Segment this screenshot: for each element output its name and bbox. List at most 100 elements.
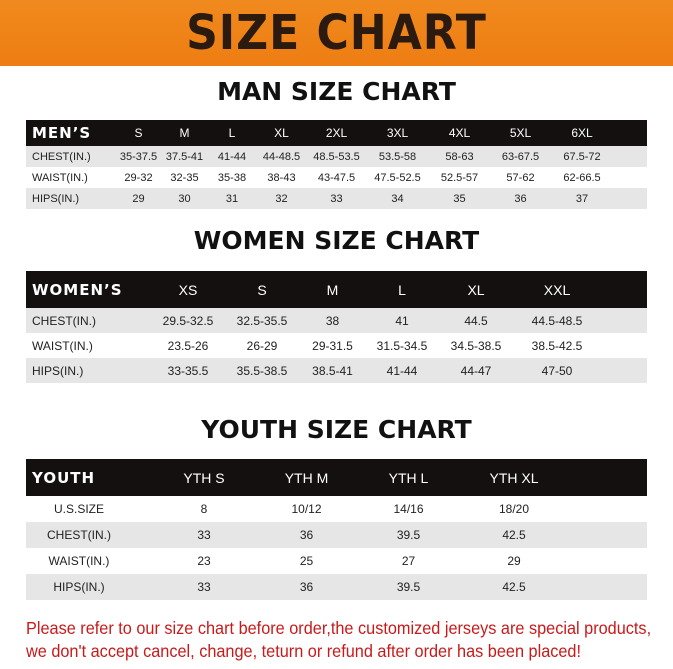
table-cell: 38.5-42.5 <box>531 338 583 353</box>
table-cell: 47.5-52.5 <box>374 171 421 184</box>
table-cell: 26-29 <box>246 338 278 353</box>
table-cell: 36 <box>514 192 527 205</box>
men-section-title: MAN SIZE CHART <box>217 77 456 106</box>
table-cell: 41-44 <box>217 150 247 163</box>
size-header: S <box>134 126 143 140</box>
table-cell: 37.5-41 <box>165 150 204 163</box>
table-cell: 48.5-53.5 <box>313 150 360 163</box>
row-label: HIPS(IN.) <box>32 363 84 378</box>
table-cell: 18/20 <box>498 502 530 516</box>
table-cell: 35-37.5 <box>119 150 158 163</box>
table-cell: 42.5 <box>502 528 526 542</box>
table-cell: 44-48.5 <box>262 150 301 163</box>
size-header: L <box>398 281 406 298</box>
size-header: 4XL <box>448 126 471 140</box>
row-label: WAIST(IN.) <box>32 338 93 353</box>
table-cell: 41-44 <box>386 363 418 378</box>
notice-line-2: we don't accept cancel, change, teturn o… <box>26 641 582 661</box>
table-cell: 29 <box>507 554 521 568</box>
table-cell: 52.5-57 <box>440 171 479 184</box>
women-size-table: WOMEN’S XS S M L XL XXL CHEST(IN.) 29.5-32.5 32.5… <box>26 271 647 383</box>
table-cell: 67.5-72 <box>563 150 601 163</box>
size-header: YTH L <box>388 469 429 486</box>
table-cell: 35 <box>453 192 466 205</box>
table-cell: 29-32 <box>124 171 153 184</box>
men-size-table: MEN’S S M L XL 2XL 3XL 4XL 5XL 6XL CHEST(IN.) 35-37… <box>26 120 647 209</box>
size-header: M <box>326 281 339 298</box>
table-row: HIPS(IN.) 33 36 39.5 42.5 <box>26 574 647 600</box>
table-row: WAIST(IN.) 23.5-26 26-29 29-31.5 31.5-34.5 34… <box>26 333 647 358</box>
table-cell: 33-35.5 <box>167 363 209 378</box>
size-header: L <box>228 126 236 140</box>
table-cell: 33 <box>197 580 211 594</box>
table-row: CHEST(IN.) 29.5-32.5 32.5-35.5 38 41 44.5 44.5… <box>26 308 647 333</box>
title-banner: SIZE CHART <box>0 0 673 66</box>
table-title: WOMEN’S <box>32 280 123 299</box>
size-header: S <box>257 281 267 298</box>
table-cell: 44.5-48.5 <box>531 313 583 328</box>
size-header: XL <box>274 126 289 140</box>
table-cell: 32 <box>275 192 288 205</box>
size-header: 2XL <box>325 126 348 140</box>
table-cell: 34.5-38.5 <box>450 338 502 353</box>
table-cell: 25 <box>299 554 314 568</box>
table-cell: 29 <box>132 192 145 205</box>
size-header: 3XL <box>386 126 409 140</box>
header-row: MEN’S S M L XL 2XL 3XL 4XL 5XL 6XL <box>26 120 647 146</box>
row-label: HIPS(IN.) <box>32 192 80 205</box>
youth-size-table: YOUTH YTH S YTH M YTH L YTH XL U.S.SIZE 8 10/12… <box>26 459 647 600</box>
table-row: HIPS(IN.) 33-35.5 35.5-38.5 38.5-41 41-44 44-… <box>26 358 647 383</box>
table-row: WAIST(IN.) 29-32 32-35 35-38 38-43 43-47.5 47.… <box>26 167 647 188</box>
row-label: WAIST(IN.) <box>32 171 88 184</box>
table-cell: 8 <box>200 502 208 516</box>
table-cell: 23.5-26 <box>167 338 209 353</box>
table-cell: 33 <box>330 192 343 205</box>
table-cell: 32.5-35.5 <box>236 313 288 328</box>
table-row: HIPS(IN.) 29 30 31 32 33 34 35 36 37 <box>26 188 647 209</box>
table-cell: 31 <box>225 192 239 205</box>
table-cell: 57-62 <box>506 171 535 184</box>
page-title: SIZE CHART <box>186 5 487 61</box>
table-cell: 38-43 <box>267 171 296 184</box>
table-cell: 36 <box>299 528 314 542</box>
size-header: YTH S <box>183 469 225 486</box>
youth-section-title: YOUTH SIZE CHART <box>201 415 472 444</box>
table-cell: 39.5 <box>396 528 421 542</box>
notice-line-1: Please refer to our size chart before or… <box>26 618 652 638</box>
row-label: HIPS(IN.) <box>53 580 105 594</box>
size-header: XL <box>467 281 485 298</box>
women-section-title: WOMEN SIZE CHART <box>193 226 480 255</box>
table-cell: 34 <box>391 192 404 205</box>
table-cell: 58-63 <box>445 150 474 163</box>
row-label: CHEST(IN.) <box>32 313 96 328</box>
size-header: YTH XL <box>489 469 539 486</box>
table-row: CHEST(IN.) 35-37.5 37.5-41 41-44 44-48.5 48.5… <box>26 146 647 167</box>
table-cell: 10/12 <box>291 502 322 516</box>
table-cell: 53.5-58 <box>378 150 417 163</box>
table-cell: 41 <box>395 313 409 328</box>
table-cell: 14/16 <box>393 502 424 516</box>
size-header: XXL <box>543 281 571 298</box>
table-row: CHEST(IN.) 33 36 39.5 42.5 <box>26 522 647 548</box>
table-cell: 62-66.5 <box>563 171 601 184</box>
header-row: WOMEN’S XS S M L XL XXL <box>26 271 647 308</box>
table-cell: 29.5-32.5 <box>162 313 214 328</box>
table-cell: 32-35 <box>170 171 199 184</box>
table-cell: 35.5-38.5 <box>236 363 288 378</box>
table-cell: 23 <box>197 554 211 568</box>
size-header: 6XL <box>571 126 593 140</box>
table-cell: 44.5 <box>464 313 488 328</box>
size-header: YTH M <box>284 469 329 486</box>
table-title: MEN’S <box>32 124 92 142</box>
table-row: WAIST(IN.) 23 25 27 29 <box>26 548 647 574</box>
table-cell: 42.5 <box>502 580 526 594</box>
size-header: XS <box>178 281 198 298</box>
table-cell: 38 <box>325 313 340 328</box>
table-cell: 30 <box>178 192 191 205</box>
row-label: WAIST(IN.) <box>48 554 110 568</box>
table-cell: 36 <box>299 580 314 594</box>
table-cell: 39.5 <box>396 580 421 594</box>
size-header: M <box>179 126 190 140</box>
table-cell: 47-50 <box>541 363 573 378</box>
row-label: CHEST(IN.) <box>32 150 91 163</box>
